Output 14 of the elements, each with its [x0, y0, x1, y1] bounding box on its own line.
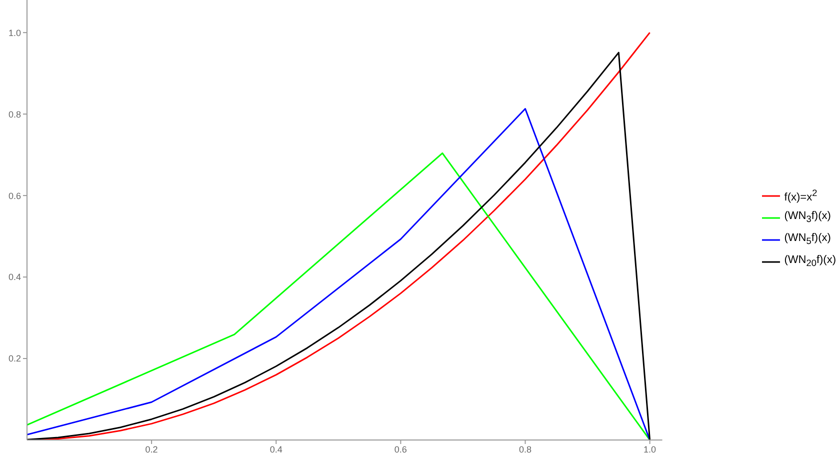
y-tick-label: 0.8: [8, 109, 21, 120]
x-tick-label: 0.4: [270, 444, 282, 454]
legend-label: (WN$_{5}$f)(x): [784, 232, 831, 247]
legend-label: (WN$_{20}$f)(x): [784, 254, 836, 269]
legend-label: f(x)=x$^{2}$: [784, 188, 818, 204]
y-tick-label: 0.4: [8, 272, 21, 282]
x-tick-label: 1.0: [644, 444, 656, 454]
y-tick-label: 0.2: [8, 354, 21, 364]
y-tick-label: 0.6: [8, 190, 21, 201]
x-tick-label: 0.2: [145, 444, 158, 454]
legend-label: (WN$_{3}$f)(x): [784, 210, 831, 225]
x-tick-label: 0.6: [394, 444, 407, 454]
y-tick-label: 1.0: [8, 28, 21, 38]
x-tick-label: 0.8: [518, 444, 532, 454]
